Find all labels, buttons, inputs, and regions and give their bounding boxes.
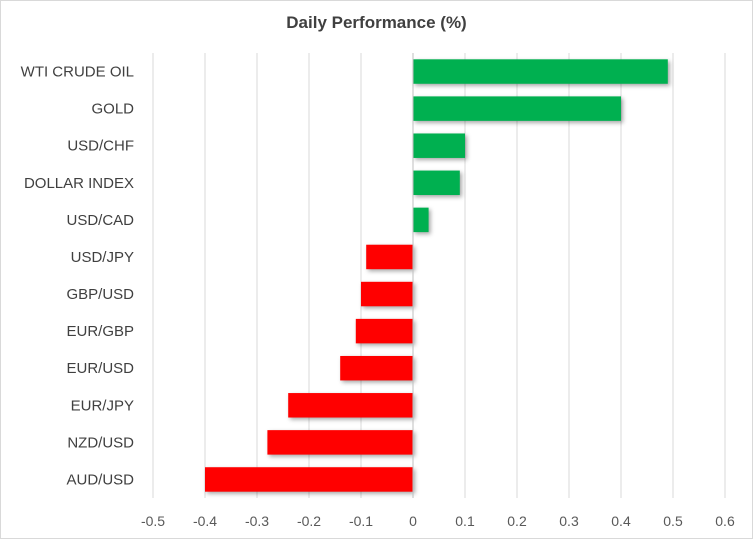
bar xyxy=(413,133,465,158)
x-tick-label: 0.4 xyxy=(611,513,631,529)
category-label: EUR/JPY xyxy=(71,397,134,414)
bar xyxy=(413,170,460,196)
bar xyxy=(361,281,413,307)
bar xyxy=(340,355,413,381)
category-label: WTI CRUDE OIL xyxy=(21,64,134,81)
x-tick-label: 0.6 xyxy=(715,513,735,529)
bar xyxy=(413,59,668,84)
x-tick-label: -0.1 xyxy=(349,513,373,529)
category-label: GBP/USD xyxy=(66,286,134,303)
bar xyxy=(366,244,413,270)
chart-title: Daily Performance (%) xyxy=(286,13,467,32)
category-label: EUR/USD xyxy=(66,360,134,377)
bar xyxy=(413,207,429,233)
x-tick-label: 0 xyxy=(409,513,417,529)
category-label: USD/CHF xyxy=(67,138,134,155)
category-label: USD/CAD xyxy=(66,212,134,229)
bar xyxy=(355,318,413,344)
x-tick-label: -0.3 xyxy=(245,513,269,529)
category-label: GOLD xyxy=(91,101,134,118)
x-tick-label: 0.1 xyxy=(455,513,475,529)
bar xyxy=(267,430,413,455)
category-label: USD/JPY xyxy=(71,249,134,266)
category-label: DOLLAR INDEX xyxy=(24,175,134,192)
x-tick-label: -0.2 xyxy=(297,513,321,529)
x-tick-label: 0.5 xyxy=(663,513,683,529)
x-tick-label: -0.4 xyxy=(193,513,217,529)
x-tick-label: -0.5 xyxy=(141,513,165,529)
x-tick-label: 0.2 xyxy=(507,513,527,529)
category-label: AUD/USD xyxy=(66,471,134,488)
bar xyxy=(205,467,413,492)
x-tick-label: 0.3 xyxy=(559,513,579,529)
bar xyxy=(288,393,413,418)
category-label: EUR/GBP xyxy=(66,323,134,340)
category-label: NZD/USD xyxy=(67,434,134,451)
bar xyxy=(413,96,621,121)
